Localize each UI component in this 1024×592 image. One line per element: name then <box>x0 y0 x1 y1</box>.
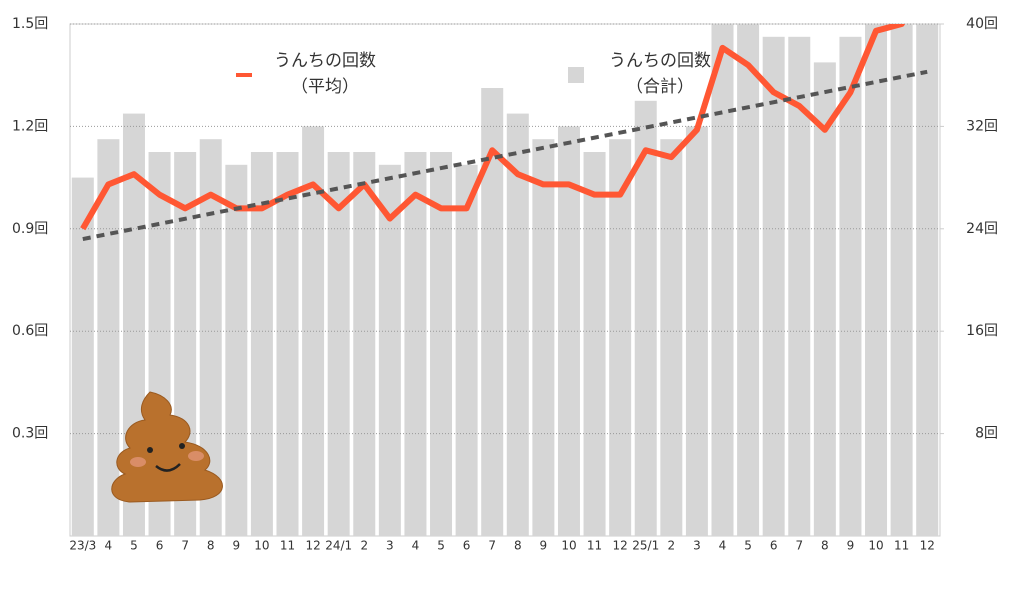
bar <box>865 24 888 536</box>
bar <box>353 152 376 536</box>
bar <box>685 126 708 537</box>
x-tick-label: 7 <box>795 539 803 553</box>
x-tick-label: 3 <box>386 539 394 553</box>
bar <box>813 62 836 537</box>
bar <box>327 152 350 536</box>
bar <box>660 139 683 536</box>
x-tick-label: 9 <box>233 539 241 553</box>
x-tick-label: 10 <box>561 539 576 553</box>
legend-label: うんちの回数（平均） <box>274 51 376 97</box>
poop-icon <box>111 391 223 503</box>
bar <box>250 152 273 536</box>
x-tick-label: 12 <box>613 539 628 553</box>
bar <box>378 164 401 537</box>
x-tick-label: 10 <box>868 539 883 553</box>
x-tick-label: 10 <box>254 539 269 553</box>
bar <box>199 139 222 536</box>
bar <box>634 100 657 537</box>
bar <box>430 152 453 536</box>
y2-tick-label: 16回 <box>966 323 998 339</box>
bar <box>225 164 248 537</box>
x-tick-label: 11 <box>587 539 602 553</box>
x-tick-label: 2 <box>668 539 676 553</box>
y2-tick-label: 32回 <box>966 118 998 134</box>
x-tick-label: 4 <box>412 539 420 553</box>
y-tick-label: 0.9回 <box>12 221 48 237</box>
y-tick-label: 0.3回 <box>12 426 48 442</box>
bar <box>276 152 299 536</box>
bar <box>839 36 862 537</box>
y2-tick-label: 8回 <box>975 426 998 442</box>
bar <box>481 88 504 536</box>
bar <box>609 139 632 536</box>
x-tick-label: 8 <box>821 539 829 553</box>
bar <box>97 139 120 536</box>
trend-line <box>82 69 928 242</box>
y2-tick-label: 40回 <box>966 16 998 32</box>
bar <box>762 36 785 537</box>
x-tick-label: 6 <box>156 539 164 553</box>
x-tick-label: 3 <box>693 539 701 553</box>
bar <box>583 152 606 536</box>
legend-label: うんちの回数（合計） <box>609 51 711 97</box>
x-tick-label: 2 <box>360 539 368 553</box>
bar <box>916 24 939 536</box>
x-tick-label: 6 <box>463 539 471 553</box>
x-tick-label: 12 <box>305 539 320 553</box>
x-tick-label: 5 <box>130 539 138 553</box>
x-tick-label: 9 <box>847 539 855 553</box>
x-tick-label: 25/1 <box>632 539 659 553</box>
bar <box>404 152 427 536</box>
x-tick-label: 4 <box>719 539 727 553</box>
y-tick-label: 1.2回 <box>12 118 48 134</box>
y-tick-label: 0.6回 <box>12 323 48 339</box>
x-tick-label: 12 <box>920 539 935 553</box>
y-tick-label: 1.5回 <box>12 16 48 32</box>
bar <box>506 113 529 536</box>
y2-tick-label: 24回 <box>966 221 998 237</box>
x-tick-label: 7 <box>181 539 189 553</box>
bar <box>890 24 913 536</box>
x-tick-label: 4 <box>105 539 113 553</box>
bar <box>711 24 734 536</box>
x-tick-label: 6 <box>770 539 778 553</box>
x-tick-label: 7 <box>488 539 496 553</box>
bar <box>737 24 760 536</box>
legend-swatch-bar <box>568 67 584 83</box>
bar <box>71 177 94 536</box>
x-tick-label: 11 <box>894 539 909 553</box>
x-tick-label: 8 <box>514 539 522 553</box>
x-tick-label: 24/1 <box>325 539 352 553</box>
bar <box>532 139 555 536</box>
x-tick-label: 11 <box>280 539 295 553</box>
x-tick-label: 5 <box>744 539 752 553</box>
x-tick-label: 9 <box>540 539 548 553</box>
bar <box>788 36 811 537</box>
x-tick-label: 5 <box>437 539 445 553</box>
x-tick-label: 8 <box>207 539 215 553</box>
bar <box>455 164 478 537</box>
x-tick-label: 23/3 <box>69 539 96 553</box>
